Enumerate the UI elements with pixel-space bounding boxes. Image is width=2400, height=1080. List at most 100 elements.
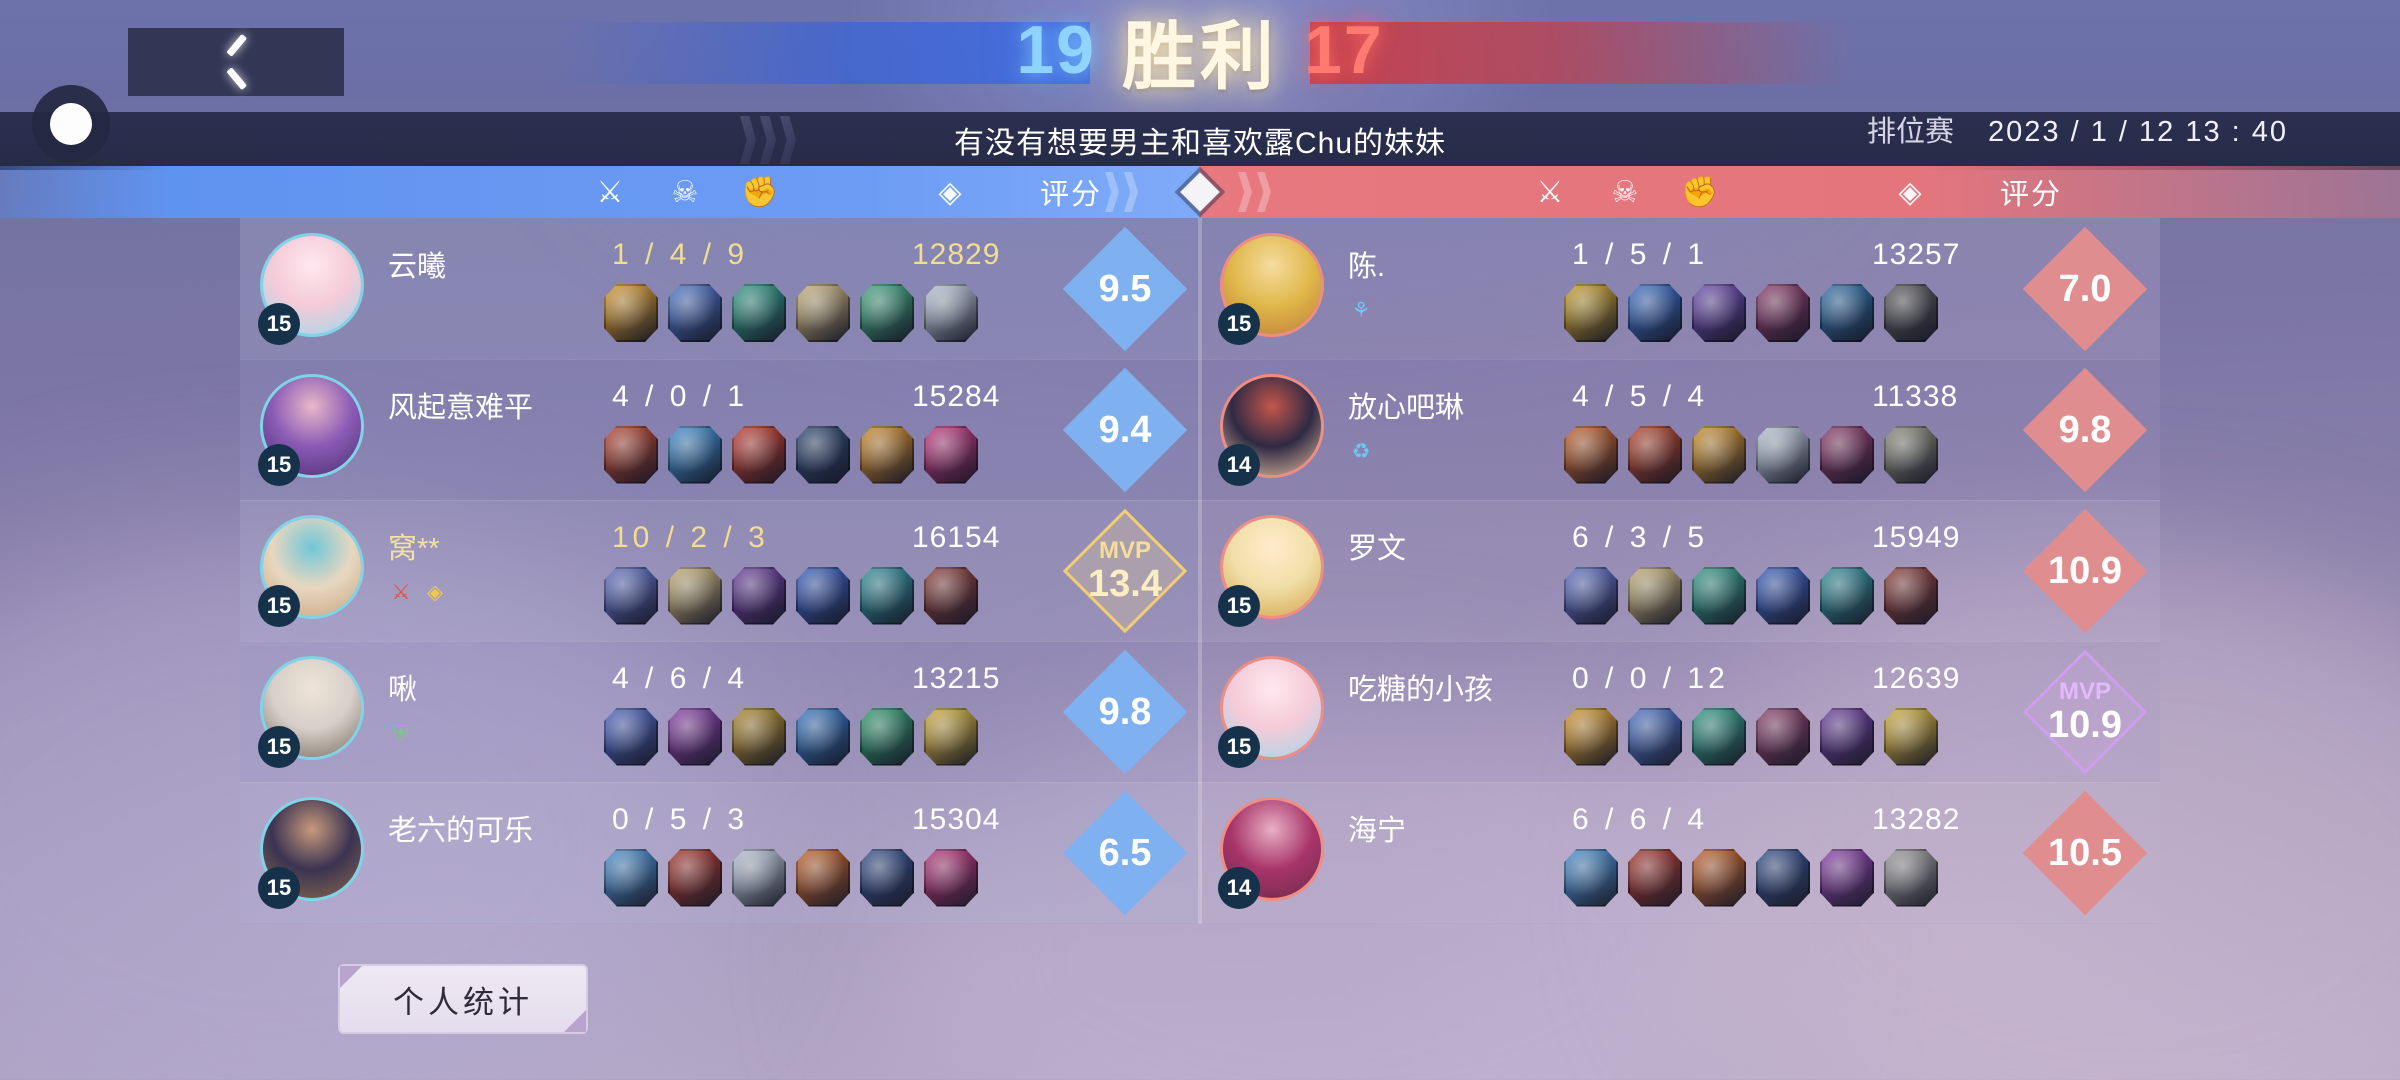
scoreboard-row[interactable]: 15 罗文 6 / 3 / 5 15949 10.9 [1200,500,2160,641]
avatar[interactable]: 14 [1218,374,1332,486]
item-slot[interactable] [796,425,850,484]
scoreboard-row[interactable]: 14 海宁 6 / 6 / 4 13282 10.5 [1200,782,2160,923]
avatar[interactable]: 15 [258,797,372,909]
gold-value: 12639 [1872,661,1961,695]
item-slot[interactable] [668,566,722,625]
scoreboard-row[interactable]: 14 放心吧琳 ♻ 4 / 5 / 4 11338 9.8 [1200,359,2160,500]
item-slot[interactable] [796,284,850,342]
item-slot[interactable] [1628,284,1682,342]
avatar[interactable]: 15 [258,232,372,345]
item-slot[interactable] [604,425,658,484]
avatar[interactable]: 15 [1218,656,1332,768]
item-slot[interactable] [924,284,978,342]
item-slot[interactable] [732,707,786,766]
item-slot[interactable] [1820,848,1874,907]
item-slot[interactable] [604,707,658,766]
item-slot[interactable] [1884,707,1938,766]
item-slot[interactable] [1564,707,1618,766]
hero-portrait [260,232,364,337]
subtitle-strip [0,112,2400,170]
item-slot[interactable] [1692,425,1746,484]
item-slot[interactable] [1692,566,1746,625]
gold-diamond-icon: ◈ [1898,175,1922,209]
assistive-touch-button[interactable] [32,85,110,163]
rating-cell: 10.9 [2010,508,2160,634]
item-slot[interactable] [668,848,722,907]
item-build [604,284,978,342]
rating-value: 6.5 [1098,832,1152,874]
item-slot[interactable] [1756,848,1810,907]
item-slot[interactable] [1564,848,1618,907]
item-slot[interactable] [604,284,658,342]
item-slot[interactable] [1884,284,1938,342]
item-slot[interactable] [860,425,914,484]
item-slot[interactable] [1628,707,1682,766]
item-slot[interactable] [668,284,722,342]
personal-stats-button[interactable]: 个人统计 [338,964,588,1034]
player-info: 啾 ⛨ [372,674,582,749]
item-slot[interactable] [860,848,914,907]
item-slot[interactable] [668,425,722,484]
rating-cell: 9.8 [2010,367,2160,493]
item-slot[interactable] [1820,566,1874,625]
item-slot[interactable] [1628,566,1682,625]
scoreboard-row[interactable]: 15 啾 ⛨ 4 / 6 / 4 13215 9.8 [240,641,1200,782]
item-slot[interactable] [1884,425,1938,484]
scoreboard-row[interactable]: 15 吃糖的小孩 0 / 0 / 12 12639 MVP 10.9 [1200,641,2160,782]
scoreboard-row[interactable]: 15 风起意难平 4 / 0 / 1 15284 9.4 [240,359,1200,500]
item-slot[interactable] [1564,425,1618,484]
level-badge: 15 [258,444,300,486]
scoreboard-row[interactable]: 15 陈. ⚘ 1 / 5 / 1 13257 7.0 [1200,218,2160,359]
item-slot[interactable] [1756,707,1810,766]
item-slot[interactable] [1692,707,1746,766]
item-slot[interactable] [732,284,786,342]
item-slot[interactable] [1884,566,1938,625]
avatar[interactable]: 15 [1218,232,1332,345]
item-slot[interactable] [1564,284,1618,342]
item-slot[interactable] [1884,848,1938,907]
item-slot[interactable] [732,425,786,484]
scoreboard-row[interactable]: 15 窝** ⚔ ◈ 10 / 2 / 3 16154 MVP 13.4 [240,500,1200,641]
item-slot[interactable] [860,284,914,342]
item-slot[interactable] [924,425,978,484]
item-slot[interactable] [732,566,786,625]
avatar[interactable]: 15 [258,656,372,768]
item-slot[interactable] [604,848,658,907]
item-slot[interactable] [924,848,978,907]
item-slot[interactable] [1564,566,1618,625]
item-slot[interactable] [1820,284,1874,342]
avatar[interactable]: 15 [258,515,372,627]
scoreboard-row[interactable]: 15 老六的可乐 0 / 5 / 3 15304 6.5 [240,782,1200,923]
kda-value: 6 / 6 / 4 [1572,802,1709,836]
item-slot[interactable] [860,707,914,766]
avatar[interactable]: 14 [1218,797,1332,909]
item-slot[interactable] [1756,425,1810,484]
item-slot[interactable] [1820,707,1874,766]
item-slot[interactable] [1628,848,1682,907]
back-button[interactable] [128,28,344,96]
item-slot[interactable] [796,566,850,625]
item-slot[interactable] [1692,284,1746,342]
avatar[interactable]: 15 [1218,515,1332,627]
player-name: 吃糖的小孩 [1348,674,1494,707]
item-slot[interactable] [1820,425,1874,484]
item-slot[interactable] [1756,566,1810,625]
player-name: 云曦 [388,250,447,283]
item-slot[interactable] [1692,848,1746,907]
item-slot[interactable] [796,848,850,907]
level-badge: 15 [258,585,300,627]
item-slot[interactable] [796,707,850,766]
item-slot[interactable] [668,707,722,766]
avatar[interactable]: 15 [258,374,372,486]
item-slot[interactable] [732,848,786,907]
hero-portrait [1220,797,1324,901]
item-slot[interactable] [860,566,914,625]
item-slot[interactable] [1628,425,1682,484]
red-header-chevron-icon [1238,166,1271,218]
item-slot[interactable] [924,707,978,766]
item-slot[interactable] [604,566,658,625]
item-slot[interactable] [924,566,978,625]
gold-value: 16154 [912,520,1001,554]
item-slot[interactable] [1756,284,1810,342]
scoreboard-row[interactable]: 15 云曦 1 / 4 / 9 12829 9.5 [240,218,1200,359]
